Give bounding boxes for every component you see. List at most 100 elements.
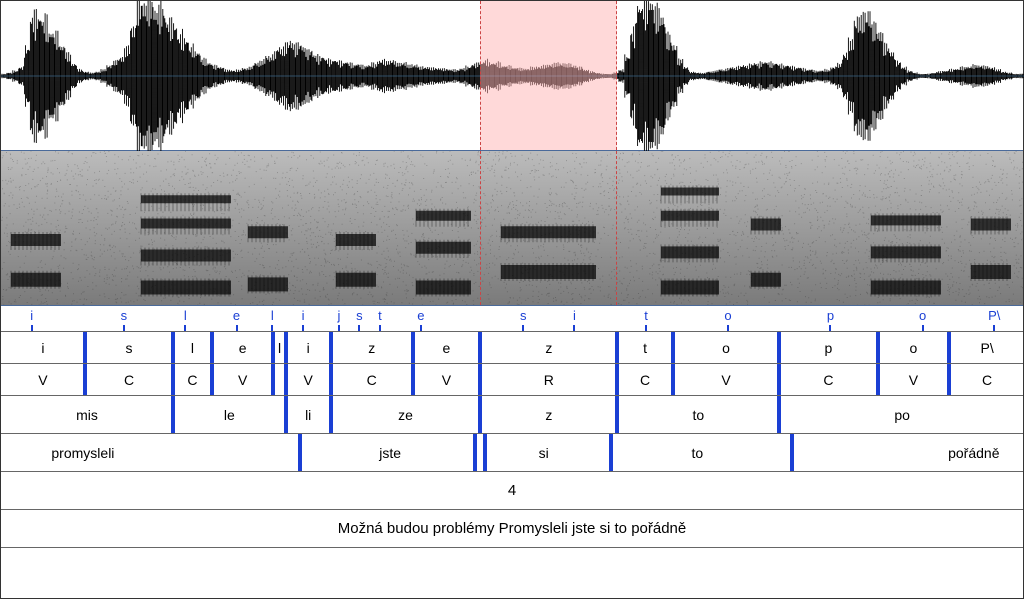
interval-label: C <box>367 372 377 388</box>
point-mark[interactable] <box>358 325 360 331</box>
selection-region[interactable] <box>480 1 617 150</box>
interval-label: o <box>909 340 917 356</box>
boundary[interactable] <box>609 434 613 471</box>
boundary[interactable] <box>83 364 87 395</box>
boundary[interactable] <box>777 332 781 363</box>
point-mark[interactable] <box>379 325 381 331</box>
point-mark[interactable] <box>420 325 422 331</box>
interval-label: R <box>544 372 554 388</box>
boundary[interactable] <box>777 396 781 433</box>
tier-cv[interactable]: VCCVVCVRCVCVC <box>1 364 1023 396</box>
point-mark[interactable] <box>236 325 238 331</box>
boundary[interactable] <box>671 364 675 395</box>
boundary[interactable] <box>473 434 477 471</box>
interval-label: e <box>239 340 247 356</box>
interval-label: i <box>307 340 310 356</box>
point-label: o <box>919 308 926 323</box>
point-mark[interactable] <box>184 325 186 331</box>
tier-phones[interactable]: islelizeztopoP\ <box>1 332 1023 364</box>
interval-label: jste <box>379 445 401 461</box>
selection-region-spec <box>480 151 617 305</box>
boundary[interactable] <box>329 332 333 363</box>
boundary[interactable] <box>615 364 619 395</box>
spectrogram-pane[interactable] <box>1 151 1023 306</box>
interval-label: C <box>640 372 650 388</box>
utterance-number-label: 4 <box>508 482 516 499</box>
boundary[interactable] <box>271 332 275 363</box>
point-mark[interactable] <box>645 325 647 331</box>
boundary[interactable] <box>790 434 794 471</box>
point-mark[interactable] <box>573 325 575 331</box>
waveform-pane[interactable] <box>1 1 1023 151</box>
point-mark[interactable] <box>727 325 729 331</box>
point-mark[interactable] <box>993 325 995 331</box>
boundary[interactable] <box>284 396 288 433</box>
annotation-editor: islelijstesitopoP\ islelizeztopoP\ VCCVV… <box>0 0 1024 599</box>
point-label: i <box>30 308 33 323</box>
boundary[interactable] <box>298 434 302 471</box>
point-mark[interactable] <box>123 325 125 331</box>
boundary[interactable] <box>478 332 482 363</box>
point-mark[interactable] <box>31 325 33 331</box>
interval-label: mis <box>76 407 98 423</box>
point-label: e <box>417 308 424 323</box>
interval-label: promysleli <box>51 445 114 461</box>
boundary[interactable] <box>411 364 415 395</box>
interval-label: po <box>894 407 910 423</box>
tier-sentence[interactable]: Možná budou problémy Promysleli jste si … <box>1 510 1023 548</box>
tier-syllables[interactable]: mislelizeztopo <box>1 396 1023 434</box>
boundary[interactable] <box>411 332 415 363</box>
boundary[interactable] <box>777 364 781 395</box>
interval-label: C <box>982 372 992 388</box>
boundary[interactable] <box>947 364 951 395</box>
boundary[interactable] <box>171 332 175 363</box>
tier-words[interactable]: promyslelijstesitopořádně <box>1 434 1023 472</box>
interval-label: le <box>224 407 235 423</box>
boundary[interactable] <box>271 364 275 395</box>
point-mark[interactable] <box>922 325 924 331</box>
boundary[interactable] <box>210 332 214 363</box>
boundary[interactable] <box>171 364 175 395</box>
interval-label: V <box>238 372 247 388</box>
boundary[interactable] <box>171 396 175 433</box>
point-mark[interactable] <box>829 325 831 331</box>
boundary[interactable] <box>947 332 951 363</box>
boundary[interactable] <box>329 396 333 433</box>
boundary[interactable] <box>615 396 619 433</box>
point-label: s <box>356 308 363 323</box>
tier-point-phones[interactable]: islelijstesitopoP\ <box>1 306 1023 332</box>
interval-label: pořádně <box>948 445 999 461</box>
interval-label: e <box>443 340 451 356</box>
point-mark[interactable] <box>338 325 340 331</box>
interval-label: C <box>187 372 197 388</box>
boundary[interactable] <box>478 396 482 433</box>
boundary[interactable] <box>483 434 487 471</box>
boundary[interactable] <box>83 332 87 363</box>
boundary[interactable] <box>210 364 214 395</box>
point-mark[interactable] <box>271 325 273 331</box>
boundary[interactable] <box>876 364 880 395</box>
point-label: t <box>644 308 648 323</box>
interval-label: V <box>721 372 730 388</box>
boundary[interactable] <box>329 364 333 395</box>
interval-label: z <box>368 340 375 356</box>
point-label: i <box>302 308 305 323</box>
boundary[interactable] <box>284 364 288 395</box>
point-label: i <box>573 308 576 323</box>
point-label: e <box>233 308 240 323</box>
boundary[interactable] <box>671 332 675 363</box>
interval-label: V <box>38 372 47 388</box>
boundary[interactable] <box>284 332 288 363</box>
boundary[interactable] <box>876 332 880 363</box>
boundary[interactable] <box>615 332 619 363</box>
tier-utterance-number[interactable]: 4 <box>1 472 1023 510</box>
interval-label: P\ <box>980 340 993 356</box>
point-mark[interactable] <box>302 325 304 331</box>
point-mark[interactable] <box>522 325 524 331</box>
interval-label: p <box>824 340 832 356</box>
point-label: P\ <box>988 308 1000 323</box>
interval-label: t <box>643 340 647 356</box>
boundary[interactable] <box>478 364 482 395</box>
interval-label: l <box>278 340 281 356</box>
interval-label: to <box>691 445 703 461</box>
